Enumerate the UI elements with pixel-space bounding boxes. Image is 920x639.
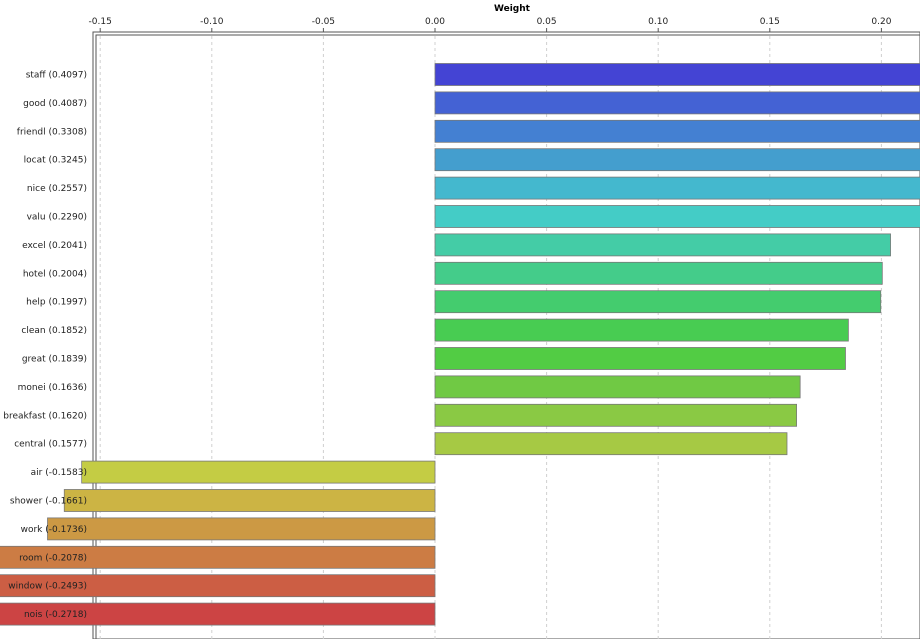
x-tick-label: -0.15 [89, 17, 112, 27]
bar [0, 574, 436, 598]
x-tick-label: -0.10 [200, 17, 224, 27]
category-label: help (0.1997) [26, 298, 87, 308]
category-label: hotel (0.2004) [23, 269, 87, 279]
category-label: shower (-0.1661) [10, 497, 87, 507]
x-axis-title: Weight [494, 4, 531, 14]
category-label: monei (0.1636) [18, 383, 87, 393]
category-label: air (-0.1583) [31, 468, 87, 478]
category-label: breakfast (0.1620) [3, 411, 87, 421]
category-label: great (0.1839) [22, 355, 87, 365]
bar [434, 318, 849, 342]
x-tick-label: 0.00 [425, 17, 445, 27]
bar [63, 489, 436, 512]
x-tick-label: -0.05 [312, 17, 335, 27]
plot-frame-inner [95, 34, 920, 639]
category-labels: staff (0.4097) good (0.4087) friendl (0.33… [3, 71, 87, 621]
x-tick-label: 0.10 [648, 17, 668, 27]
bar [434, 432, 788, 456]
category-label: good (0.4087) [23, 99, 87, 109]
category-label: nois (-0.2718) [24, 610, 87, 620]
bar [434, 205, 920, 228]
category-label: central (0.1577) [14, 440, 87, 450]
bar [434, 233, 891, 257]
category-label: room (-0.2078) [19, 553, 87, 563]
x-tick-label: 0.20 [871, 17, 891, 27]
x-tick-label: -0.20 [0, 17, 1, 27]
bar [434, 290, 882, 314]
bar [434, 119, 920, 143]
category-label: clean (0.1852) [21, 326, 87, 336]
x-tick-label: 0.15 [760, 17, 780, 27]
bar [434, 91, 920, 115]
bar [434, 148, 920, 172]
bar [47, 517, 436, 541]
category-label: locat (0.3245) [24, 156, 87, 166]
category-label: window (-0.2493) [8, 582, 87, 592]
bar [81, 460, 436, 484]
bar [0, 545, 436, 569]
bar [434, 176, 920, 200]
bar [434, 63, 920, 86]
bars [0, 63, 920, 626]
bar [0, 602, 436, 626]
plot-frame-outer [92, 31, 920, 639]
bar [434, 261, 883, 285]
x-tick-label: 0.05 [537, 17, 557, 27]
category-label: work (-0.1736) [21, 525, 87, 535]
category-label: valu (0.2290) [27, 213, 87, 223]
category-label: nice (0.2557) [27, 184, 87, 194]
category-label: staff (0.4097) [26, 71, 87, 81]
x-axis-ticks: -0.30-0.25-0.20-0.15-0.10-0.050.000.050.… [0, 17, 892, 32]
bar [434, 403, 797, 427]
category-label: friendl (0.3308) [17, 127, 87, 137]
bar [434, 375, 801, 399]
bar [434, 347, 846, 370]
category-label: excel (0.2041) [22, 241, 87, 251]
